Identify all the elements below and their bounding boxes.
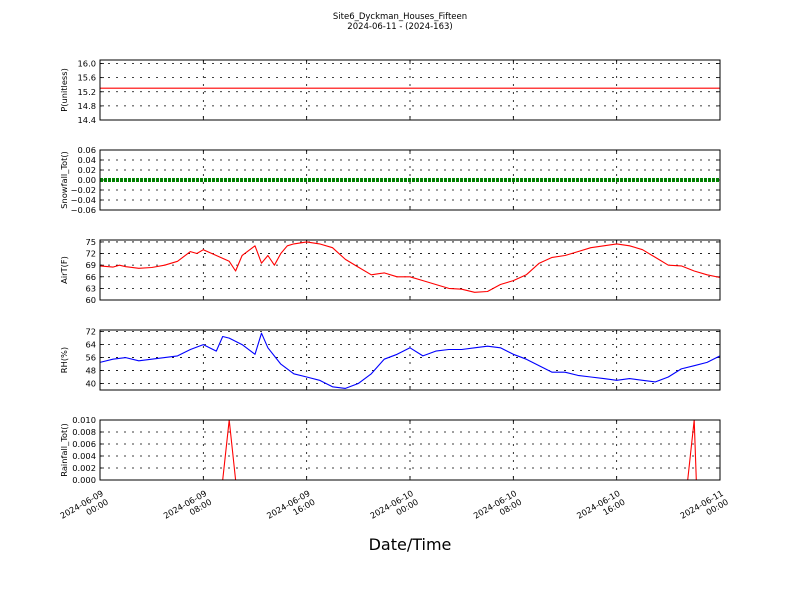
y-tick-label: 0.006: [72, 439, 96, 449]
axes-frame: [99, 419, 721, 481]
y-tick-label: 72: [85, 327, 96, 337]
axes-frame: [99, 59, 721, 121]
y-axis-label: Snowfall_Tot(): [59, 151, 69, 209]
y-tick-label: 16.0: [78, 59, 96, 69]
y-tick-label: 48: [85, 366, 96, 376]
y-tick-label: 40: [85, 379, 96, 389]
y-tick-label: 66: [85, 272, 96, 282]
chart-title: Site6_Dyckman_Houses_Fifteen: [333, 12, 467, 22]
y-tick-label: −0.02: [71, 185, 96, 195]
y-tick-label: 63: [85, 283, 96, 293]
y-axis-label: AirT(F): [59, 256, 69, 284]
y-tick-label: −0.04: [71, 195, 96, 205]
y-tick-label: 64: [85, 340, 96, 350]
axes-frame: [99, 239, 721, 301]
y-tick-label: 14.4: [78, 115, 96, 125]
panels: 14.414.815.215.616.0P(unitless)−0.06−0.0…: [59, 59, 721, 485]
chart-subtitle: 2024-06-11 - (2024-163): [347, 22, 452, 32]
panel-1: −0.06−0.04−0.020.000.020.040.06 Snowfall_…: [59, 145, 721, 215]
y-tick-label: −0.06: [71, 205, 96, 215]
y-tick-label: 72: [85, 249, 96, 259]
y-axis-label: Rainfall_Tot(): [59, 423, 69, 476]
y-tick-label: 0.010: [72, 415, 96, 425]
y-tick-label: 0.06: [78, 145, 96, 155]
y-tick-label: 60: [85, 295, 96, 305]
series-line: [99, 241, 721, 293]
y-tick-label: 69: [85, 260, 96, 270]
axes-frame: [99, 329, 721, 391]
y-tick-label: 0.008: [72, 427, 96, 437]
y-tick-label: 56: [85, 353, 96, 363]
y-tick-label: 15.6: [78, 73, 96, 83]
y-axis-label: RH(%): [59, 347, 69, 373]
panel-0: 14.4 14.8 15.2 15.6 16.0 P(unitless): [59, 59, 721, 125]
y-tick-label: 0.004: [72, 451, 96, 461]
y-tick-label: 0.04: [78, 155, 96, 165]
y-tick-label: 0.00: [78, 175, 96, 185]
panel-3: 40 48 56 64 72 RH(%): [59, 327, 721, 391]
y-tick-label: 75: [85, 237, 96, 247]
series-line: [99, 332, 721, 389]
axes-frame: [99, 149, 721, 211]
y-tick-label: 14.8: [78, 101, 96, 111]
x-axis-label: Date/Time: [369, 535, 452, 554]
y-tick-label: 0.002: [72, 463, 96, 473]
y-tick-label: 0.02: [78, 165, 96, 175]
y-tick-label: 15.2: [78, 87, 96, 97]
y-axis-label: P(unitless): [59, 68, 69, 112]
y-tick-label: 0.000: [72, 475, 96, 485]
panel-4: 0.000 0.002 0.004 0.006 0.008 0.010Rainfall_T…: [59, 415, 721, 485]
